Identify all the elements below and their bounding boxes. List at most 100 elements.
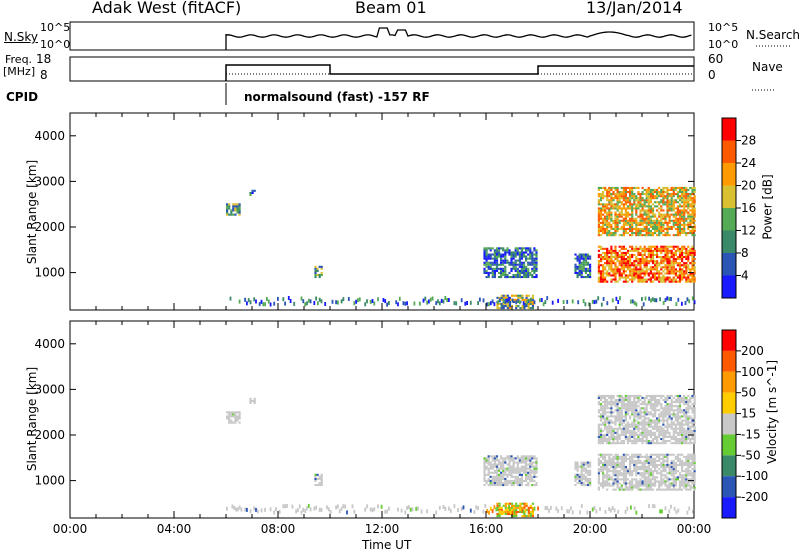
velocity-echo-cell [608,468,611,471]
power-echo-cell [668,193,671,196]
power-echo-cell [658,230,661,233]
velocity-echo-cell [506,463,509,466]
velocity-echo-cell [672,459,675,462]
power-echo-cell [487,255,490,258]
velocity-echo-cell [485,473,488,476]
velocity-echo-cell [527,467,530,470]
power-echo-cell [666,191,669,194]
power-echo-cell [626,213,630,216]
velocity-echo-cell [649,482,652,485]
power-near-echo [455,301,458,306]
power-echo-cell [643,272,646,275]
velocity-echo-cell [508,463,511,466]
velocity-echo-cell [518,467,521,470]
velocity-near-echo [231,504,234,509]
velocity-echo-cell [616,457,619,460]
velocity-echo-cell [620,455,623,458]
velocity-echo-cell [662,431,665,434]
velocity-echo-cell [681,427,684,430]
power-echo-cell [660,219,663,222]
power-near-echo [577,300,580,305]
power-echo-cell [610,215,613,218]
velocity-echo-cell [620,421,623,424]
power-echo-cell [508,271,511,274]
velocity-echo-cell [681,396,684,399]
velocity-echo-cell [670,419,673,422]
power-echo-cell [496,305,499,308]
power-echo-cell [691,247,694,250]
power-echo-cell [504,296,507,299]
power-echo-cell [660,256,663,259]
power-echo-cell [508,263,511,266]
velocity-echo-cell [691,464,694,467]
velocity-echo-cell [685,421,688,424]
velocity-echo-cell [516,479,519,482]
power-echo-cell [527,257,530,260]
power-echo-cell [608,195,611,198]
velocity-echo-cell [508,465,511,468]
power-echo-cell [500,259,503,262]
power-echo-cell [523,307,526,310]
velocity-echo-cell [489,482,492,485]
power-echo-cell [649,268,652,271]
power-echo-cell [689,203,692,206]
power-echo-cell [580,255,583,258]
velocity-echo-cell [643,464,646,467]
velocity-echo-cell [525,469,528,472]
power-echo-cell [641,258,644,261]
power-echo-cell [599,234,603,237]
power-echo-cell [635,264,638,267]
velocity-echo-cell [678,407,682,410]
power-echo-cell [635,230,638,233]
power-echo-cell [612,203,615,206]
velocity-echo-cell [631,405,634,408]
velocity-echo-cell [529,461,532,464]
velocity-echo-cell [685,433,688,436]
power-echo-cell [520,249,523,252]
power-echo-cell [520,251,523,254]
power-echo-cell [678,191,682,194]
power-echo-cell [500,298,503,301]
velocity-echo-cell [604,476,607,479]
power-echo-cell [616,219,619,222]
power-echo-cell [629,221,632,224]
velocity-echo-cell [498,475,501,478]
velocity-echo-cell [687,474,690,477]
velocity-echo-cell [643,429,646,432]
velocity-echo-cell [691,455,694,458]
velocity-echo-cell [691,431,694,434]
velocity-echo-cell [606,429,609,432]
velocity-echo-cell [687,472,690,475]
power-echo-cell [614,249,617,252]
velocity-echo-cell [685,429,688,432]
power-echo-cell [666,247,669,250]
velocity-echo-cell [658,488,661,491]
power-echo-cell [662,217,665,220]
power-echo-cell [681,270,684,273]
velocity-echo-cell [674,427,677,430]
power-echo-cell [604,211,607,214]
power-echo-cell [604,207,607,210]
power-echo-cell [639,232,642,235]
velocity-echo-cell [602,409,605,412]
velocity-echo-cell [228,417,231,420]
power-echo-cell [691,266,694,269]
velocity-echo-cell [624,457,627,460]
power-echo-cell [689,215,692,218]
velocity-echo-cell [654,480,657,483]
velocity-echo-cell [666,413,669,416]
velocity-echo-cell [614,421,617,424]
velocity-echo-cell [508,469,511,472]
cpid-label: CPID [6,90,39,104]
power-echo-cell [520,263,523,266]
velocity-echo-cell [228,419,231,422]
power-echo-cell [618,268,621,271]
power-echo-cell [639,260,642,263]
velocity-echo-cell [580,479,583,482]
velocity-echo-cell [693,433,696,436]
velocity-echo-cell [649,442,652,445]
velocity-echo-cell [674,455,677,458]
power-echo-cell [641,230,644,233]
velocity-near-echo [397,507,399,512]
velocity-echo-cell [574,461,577,464]
